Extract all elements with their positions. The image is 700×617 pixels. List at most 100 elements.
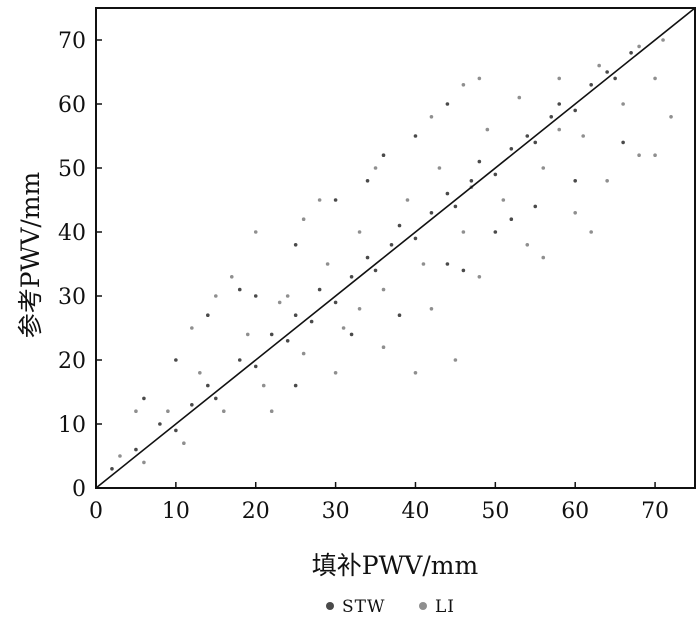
y-tick-label-4: 40 — [58, 221, 86, 246]
point-stw-25 — [477, 159, 482, 164]
point-stw-37 — [174, 358, 178, 362]
point-stw-12 — [309, 319, 314, 324]
legend-label-stw: STW — [342, 597, 385, 617]
x-tick-label-0: 0 — [89, 499, 103, 524]
point-stw-16 — [365, 255, 370, 260]
point-li-33 — [429, 115, 434, 119]
point-li-39 — [429, 307, 434, 311]
point-li-7 — [261, 383, 266, 388]
x-tick-label-5: 50 — [481, 499, 509, 524]
point-li-15 — [421, 262, 426, 266]
point-li-47 — [190, 326, 194, 330]
y-tick-label-0: 0 — [72, 477, 86, 502]
point-stw-9 — [269, 332, 274, 337]
point-li-40 — [477, 275, 482, 279]
point-stw-1 — [134, 447, 138, 452]
point-stw-54 — [253, 294, 258, 298]
point-stw-30 — [549, 115, 554, 119]
point-li-18 — [485, 127, 490, 132]
point-stw-31 — [557, 102, 562, 106]
x-axis-title: 填补PWV/mm — [312, 551, 479, 580]
legend: STW LI — [326, 597, 454, 617]
point-stw-15 — [349, 275, 354, 279]
point-stw-34 — [605, 70, 609, 74]
y-tick-label-5: 50 — [58, 157, 86, 182]
x-tick-label-6: 60 — [561, 499, 589, 524]
point-li-41 — [525, 243, 530, 247]
point-stw-6 — [214, 396, 218, 401]
point-stw-20 — [413, 236, 418, 241]
point-stw-48 — [445, 262, 450, 266]
point-stw-40 — [293, 243, 298, 247]
point-stw-18 — [389, 243, 394, 247]
point-li-19 — [501, 198, 506, 202]
point-stw-44 — [445, 102, 450, 106]
point-stw-13 — [317, 287, 322, 292]
y-tick-label-1: 10 — [58, 413, 86, 438]
point-stw-8 — [253, 364, 258, 369]
point-stw-4 — [190, 403, 194, 407]
point-li-50 — [453, 358, 458, 362]
x-tick-label-1: 10 — [162, 499, 190, 524]
x-tick-label-7: 70 — [641, 499, 669, 524]
point-stw-53 — [142, 396, 146, 401]
point-stw-14 — [333, 300, 338, 305]
point-stw-45 — [293, 383, 298, 388]
point-stw-42 — [365, 179, 370, 183]
legend-marker-stw — [326, 602, 334, 610]
point-stw-36 — [629, 51, 633, 55]
x-tick-label-3: 30 — [322, 499, 350, 524]
point-li-45 — [669, 115, 673, 119]
point-stw-26 — [493, 172, 498, 177]
point-li-52 — [541, 255, 546, 260]
point-li-58 — [557, 127, 562, 132]
point-stw-57 — [509, 217, 514, 221]
point-li-4 — [198, 371, 202, 375]
point-li-6 — [245, 332, 250, 337]
y-tick-label-6: 60 — [58, 93, 86, 118]
point-li-26 — [637, 44, 641, 49]
point-li-3 — [182, 441, 186, 446]
point-li-13 — [381, 287, 386, 292]
point-li-37 — [333, 371, 338, 375]
point-li-46 — [134, 409, 138, 414]
point-li-28 — [661, 38, 665, 42]
plot-frame — [95, 7, 696, 489]
point-stw-23 — [453, 204, 458, 209]
point-li-43 — [605, 179, 609, 183]
y-axis-title: 参考PWV/mm — [16, 172, 45, 339]
point-li-11 — [341, 326, 346, 330]
point-stw-41 — [333, 198, 338, 202]
y-tick-label-2: 20 — [58, 349, 86, 374]
point-stw-19 — [397, 223, 402, 228]
point-li-14 — [405, 198, 410, 202]
y-tick-label-3: 30 — [58, 285, 86, 310]
point-stw-47 — [397, 313, 402, 318]
point-li-44 — [637, 153, 641, 157]
point-stw-10 — [285, 339, 290, 343]
point-stw-52 — [621, 140, 625, 145]
x-tick-label-4: 40 — [401, 499, 429, 524]
x-tick-label-2: 20 — [242, 499, 270, 524]
point-li-2 — [166, 409, 170, 414]
point-stw-35 — [613, 76, 617, 81]
point-li-30 — [253, 230, 258, 234]
point-li-8 — [277, 300, 282, 305]
point-li-48 — [229, 275, 234, 279]
point-stw-27 — [509, 147, 514, 151]
y-tick-label-7: 70 — [58, 29, 86, 54]
point-stw-3 — [174, 428, 178, 433]
point-stw-49 — [493, 230, 498, 234]
point-li-9 — [301, 351, 306, 356]
point-li-56 — [357, 307, 362, 311]
point-li-12 — [357, 230, 362, 234]
point-li-27 — [653, 76, 657, 81]
point-li-51 — [413, 371, 418, 375]
point-stw-7 — [237, 358, 242, 362]
point-li-32 — [373, 166, 378, 170]
point-stw-56 — [461, 268, 466, 273]
point-li-1 — [142, 460, 146, 465]
point-stw-22 — [445, 191, 450, 196]
point-stw-46 — [349, 332, 354, 337]
point-stw-2 — [158, 422, 162, 426]
